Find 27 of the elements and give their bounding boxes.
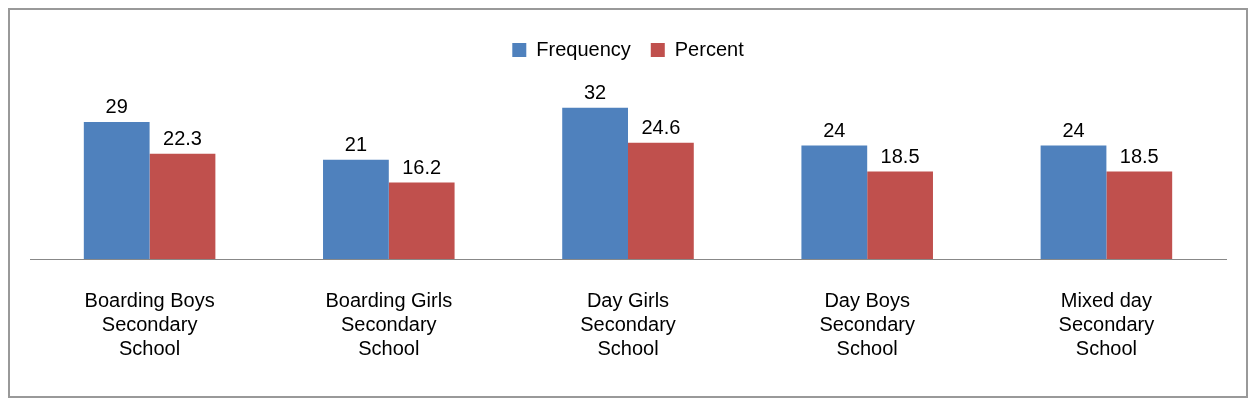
legend-label: Percent [674,37,745,60]
data-label: 32 [583,81,607,104]
data-label: 24 [1062,119,1085,142]
data-label: 22.3 [163,127,202,150]
bar [1106,171,1173,259]
bar [83,121,150,259]
bar [628,142,694,259]
data-label: 24.6 [641,116,681,139]
x-tick-label: Mixed day Secondary School [1058,288,1155,359]
x-tick-label: Day Boys Secondary School [819,288,916,359]
bar [388,182,455,259]
data-label: 21 [344,133,368,156]
bar [323,159,389,259]
data-label: 29 [105,95,128,118]
x-tick-label: Boarding Girls Secondary School [325,288,453,359]
x-tick-label: Boarding Boys Secondary School [84,288,215,359]
bar [562,107,628,259]
x-tick-label: Day Girls Secondary School [580,288,676,359]
data-label: 24 [823,119,846,142]
bar [801,145,868,259]
data-label: 18.5 [880,145,920,168]
bar [867,171,933,259]
bar [149,153,216,259]
legend-label: Frequency [536,37,631,60]
data-label: 16.2 [402,155,442,178]
data-label: 18.5 [1119,145,1159,168]
bar [1040,145,1107,259]
